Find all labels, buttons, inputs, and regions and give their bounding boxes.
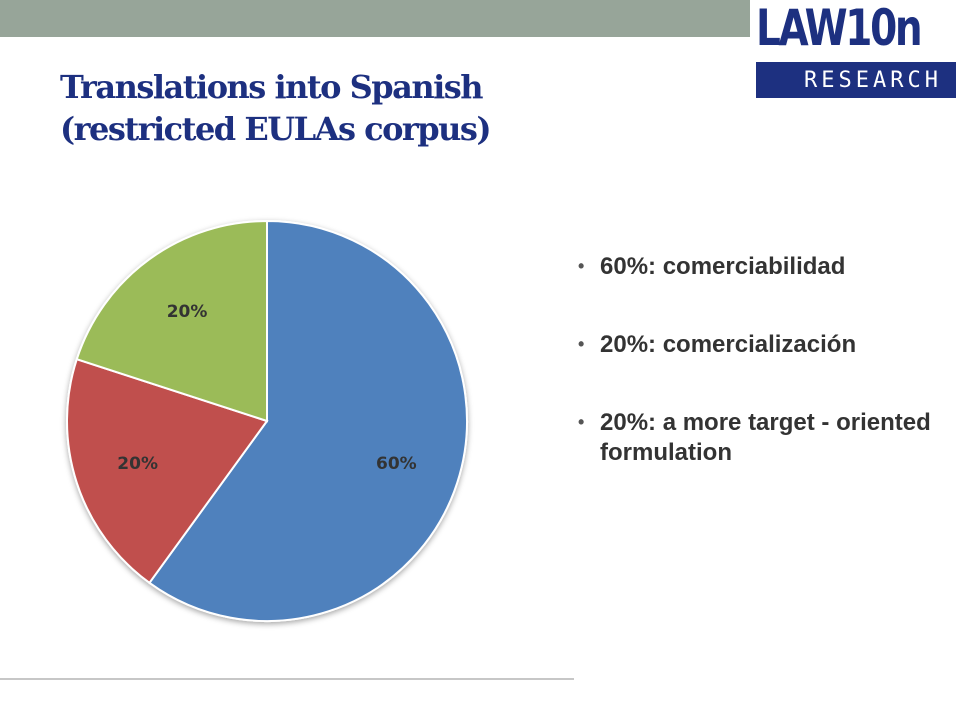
- bullet-marker: •: [578, 412, 585, 432]
- bullet-marker: •: [578, 256, 585, 276]
- logo-top-panel: LAW10n: [756, 0, 956, 62]
- bullet-list: • 60%: comerciabilidad • 20%: comerciali…: [578, 252, 948, 516]
- slide-title: Translations into Spanish (restricted EU…: [60, 66, 700, 150]
- law10n-logo: LAW10n RESEARCH: [756, 0, 956, 98]
- pie-slice-label-2: 20%: [117, 454, 158, 474]
- pie-slice-2: [66, 357, 269, 585]
- pie-slice-3: [75, 219, 268, 423]
- bullet-text: 20%: a more target - oriented formulatio…: [600, 409, 931, 466]
- slide-title-line-2: (restricted EULAs corpus): [60, 110, 492, 148]
- top-accent-bar: [0, 0, 750, 37]
- bottom-divider: [0, 678, 574, 680]
- logo-subtitle-band: RESEARCH: [756, 62, 956, 98]
- pie-slice-label-3: 20%: [167, 302, 208, 322]
- bullet-item: • 20%: comercialización: [578, 330, 948, 360]
- logo-subtitle: RESEARCH: [804, 68, 942, 93]
- slide-title-line-1: Translations into Spanish: [60, 68, 484, 106]
- bullet-item: • 60%: comerciabilidad: [578, 252, 948, 282]
- bullet-text: 20%: comercialización: [600, 331, 857, 358]
- bullet-marker: •: [578, 334, 585, 354]
- pie-chart: 60% 20% 20%: [0, 190, 540, 660]
- bullet-text: 60%: comerciabilidad: [600, 253, 846, 280]
- bullet-item: • 20%: a more target - oriented formulat…: [578, 408, 948, 468]
- pie-slice-1: [148, 219, 468, 622]
- pie-chart-svg: 60% 20% 20%: [66, 219, 468, 622]
- logo-wordmark: LAW10n: [756, 0, 923, 57]
- pie-slice-label-1: 60%: [376, 454, 417, 474]
